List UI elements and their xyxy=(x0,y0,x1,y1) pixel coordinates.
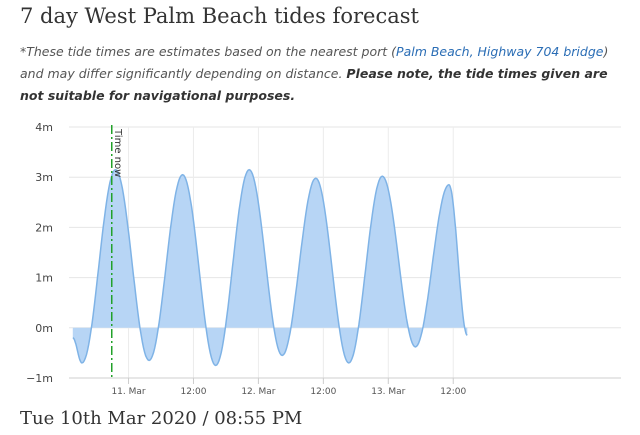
x-tick-label: 11. Mar xyxy=(111,387,145,397)
note-middle: ) and may differ significantly depending… xyxy=(20,44,609,81)
x-tick-label: 12:00 xyxy=(310,387,336,397)
navigation-warning: Please note, the tide times given are no… xyxy=(20,66,608,103)
y-tick-label: 4m xyxy=(35,121,53,134)
tide-area-fill xyxy=(72,169,468,366)
y-tick-label: 2m xyxy=(35,221,53,234)
tide-area-layer xyxy=(72,168,468,367)
current-datetime: Tue 10th Mar 2020 / 08:55 PM xyxy=(20,408,303,429)
time-now-label: Time now xyxy=(112,128,123,177)
x-tick-label: 13. Mar xyxy=(371,387,405,397)
tide-chart: Time now −1m 0m 1m 2m 3m 4m 11. Mar 12:00 12. Ma… xyxy=(26,121,621,397)
x-tick-label: 12:00 xyxy=(440,387,466,397)
disclaimer-note: *These tide times are estimates based on… xyxy=(20,41,632,107)
port-link[interactable]: Palm Beach, Highway 704 bridge xyxy=(396,44,604,59)
note-prefix: *These tide times are estimates based on… xyxy=(20,44,397,59)
x-tick-label: 12:00 xyxy=(181,387,207,397)
y-tick-label: 3m xyxy=(35,171,53,184)
page-title: 7 day West Palm Beach tides forecast xyxy=(20,4,419,28)
x-tick-label: 12. Mar xyxy=(241,387,275,397)
y-tick-label: 1m xyxy=(35,272,53,285)
axis-label-layer: −1m 0m 1m 2m 3m 4m 11. Mar 12:00 12. Mar 12:00 13.… xyxy=(26,121,466,397)
y-tick-label: −1m xyxy=(26,372,53,385)
tide-line[interactable] xyxy=(72,168,468,367)
time-now-layer: Time now xyxy=(111,125,123,378)
y-tick-label: 0m xyxy=(35,322,53,335)
